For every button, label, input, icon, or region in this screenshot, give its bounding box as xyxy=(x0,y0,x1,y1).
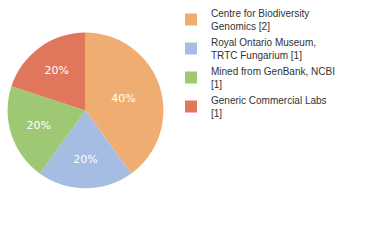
svg-text:Royal Ontario Museum,TRTC Fung: Royal Ontario Museum,TRTC Fungarium [1] xyxy=(211,37,316,61)
svg-text:20%: 20% xyxy=(73,153,97,166)
svg-text:Generic Commercial Labs[1]: Generic Commercial Labs[1] xyxy=(211,95,327,119)
svg-text:40%: 40% xyxy=(111,92,135,105)
svg-text:Mined from GenBank, NCBI[1]: Mined from GenBank, NCBI[1] xyxy=(211,66,335,90)
svg-text:Centre for BiodiversityGenomic: Centre for BiodiversityGenomics [2] xyxy=(211,8,309,32)
svg-text:20%: 20% xyxy=(44,64,68,77)
svg-text:20%: 20% xyxy=(27,119,51,132)
